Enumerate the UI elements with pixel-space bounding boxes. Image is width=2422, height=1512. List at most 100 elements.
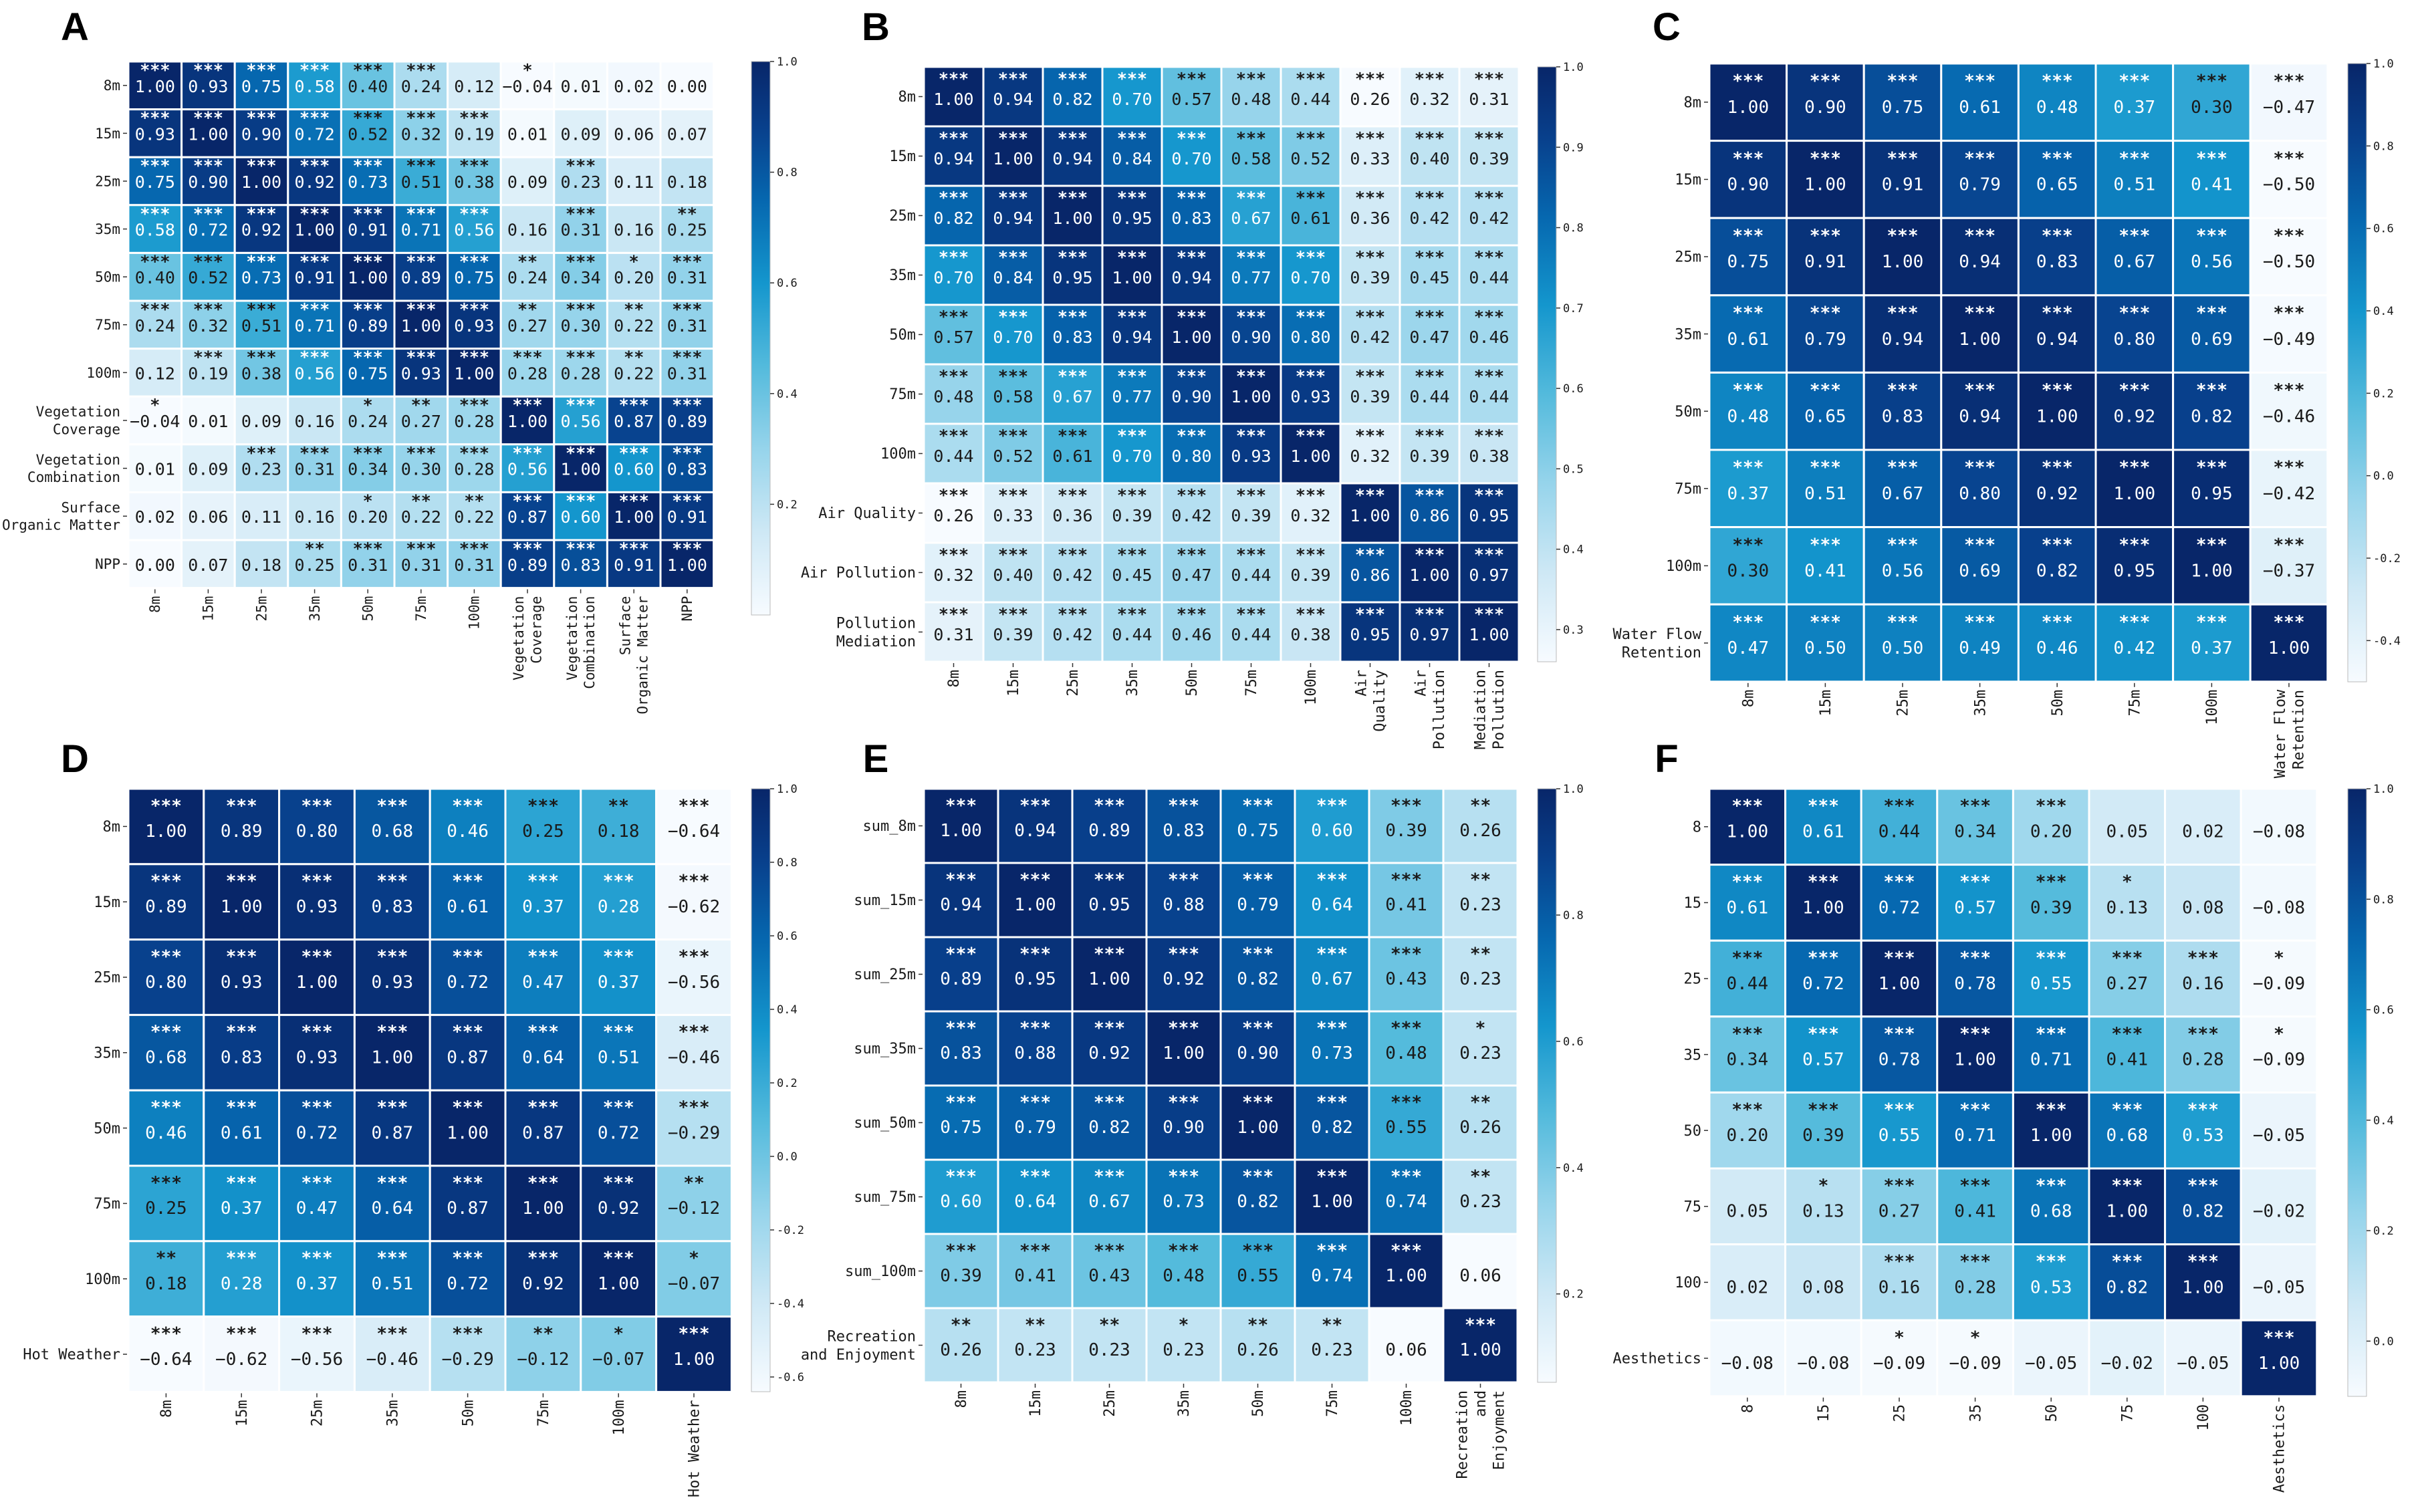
heatmap-cell (2172, 294, 2252, 374)
heatmap-cell (553, 251, 608, 302)
significance-stars: *** (459, 299, 489, 319)
cell-value-label: 0.27 (507, 316, 548, 336)
cell-value-label: 0.39 (1350, 387, 1390, 406)
heatmap-cell (2239, 864, 2318, 942)
cell-value-label: 0.84 (993, 268, 1033, 287)
cell-value-label: 0.38 (1469, 447, 1509, 466)
heatmap-cell (553, 60, 608, 111)
cell-value-label: 0.09 (188, 460, 228, 479)
cell-value-label: 0.52 (1290, 149, 1330, 168)
significance-stars: *** (452, 1249, 483, 1269)
significance-stars: *** (246, 108, 276, 128)
cell-value-label: −0.12 (668, 1199, 720, 1219)
column-tick-label: 15m (1027, 1390, 1044, 1417)
significance-stars: *** (512, 491, 542, 511)
significance-stars: *** (353, 299, 383, 319)
heatmap-cell (127, 1240, 205, 1318)
significance-stars: *** (2111, 1176, 2143, 1196)
column-tick-label: Vegetation (511, 596, 527, 680)
column-tick-label: 15m (1818, 690, 1834, 717)
heatmap-cell (447, 443, 502, 493)
cell-value-label: 0.39 (1802, 1126, 1844, 1146)
heatmap-cell (997, 936, 1074, 1013)
cell-value-label: 0.72 (296, 1123, 338, 1143)
cell-value-label: 0.24 (348, 412, 388, 431)
cell-value-label: 0.44 (1409, 387, 1449, 406)
cell-value-label: 0.07 (667, 124, 707, 144)
significance-stars: *** (527, 1249, 559, 1269)
heatmap-cell (447, 395, 502, 446)
significance-stars: *** (1810, 380, 1841, 400)
significance-stars: *** (1168, 1018, 1199, 1038)
significance-stars: *** (150, 1324, 182, 1344)
significance-stars: *** (376, 1324, 408, 1344)
heatmap-cell (1161, 482, 1223, 544)
significance-stars: *** (566, 204, 596, 223)
heatmap-cell (1458, 125, 1520, 187)
heatmap-cell (2172, 217, 2252, 297)
cell-value-label: 0.68 (371, 822, 413, 842)
significance-stars: *** (301, 1173, 333, 1193)
significance-stars: *** (672, 491, 702, 511)
cell-value-label: 0.34 (560, 268, 600, 287)
significance-stars: *** (2042, 612, 2073, 632)
significance-stars: *** (301, 1324, 333, 1344)
significance-stars: *** (2111, 1100, 2143, 1120)
row-tick-label: 15m (889, 148, 916, 165)
cell-value-label: 0.41 (2106, 1050, 2148, 1070)
colorbar-tick-label: 0.8 (777, 166, 798, 180)
cell-value-label: 0.28 (2182, 1050, 2224, 1070)
significance-stars: *** (1094, 944, 1125, 964)
significance-stars: *** (998, 307, 1028, 327)
heatmap-cell (2239, 939, 2318, 1018)
cell-value-label: 0.42 (1409, 209, 1449, 228)
cell-value-label: 0.70 (993, 328, 1033, 347)
heatmap-cell (127, 156, 183, 207)
cell-value-label: 0.71 (294, 316, 334, 336)
heatmap-cell (1219, 936, 1296, 1013)
column-tick-label: 75m (1324, 1390, 1341, 1417)
significance-stars: *** (1355, 70, 1385, 89)
heatmap-cell (659, 348, 715, 398)
heatmap-cell (923, 303, 985, 366)
significance-stars: *** (1177, 188, 1207, 208)
significance-stars: *** (2042, 380, 2073, 400)
significance-stars: *** (1355, 605, 1385, 624)
significance-stars: ** (624, 299, 644, 319)
cell-value-label: −0.08 (2253, 822, 2305, 842)
heatmap-cell (1294, 1084, 1370, 1161)
cell-value-label: 0.32 (401, 124, 441, 144)
row-tick-label: Mediation (836, 634, 916, 650)
significance-stars: *** (2196, 535, 2227, 555)
row-tick-label: and Enjoyment (801, 1347, 916, 1364)
significance-stars: *** (1390, 944, 1422, 964)
significance-stars: *** (2196, 303, 2227, 323)
cell-value-label: 0.68 (2030, 1202, 2072, 1222)
cell-value-label: 0.74 (1311, 1266, 1353, 1286)
cell-value-label: 0.89 (221, 822, 263, 842)
cell-value-label: −0.50 (2263, 175, 2315, 195)
cell-value-label: 1.00 (1290, 447, 1330, 466)
significance-stars: *** (566, 348, 596, 367)
column-tick-label: Quality (1372, 670, 1388, 732)
cell-value-label: 0.95 (2191, 484, 2233, 504)
heatmap-cell (287, 204, 342, 254)
colorbar-tick-label: 1.0 (1563, 61, 1584, 74)
heatmap-cell (1786, 449, 1865, 529)
cell-value-label: 0.80 (296, 822, 338, 842)
significance-stars: *** (1058, 486, 1088, 505)
heatmap-cell (504, 863, 582, 941)
row-tick-label: sum_35m (854, 1041, 916, 1057)
cell-value-label: −0.02 (2253, 1202, 2305, 1222)
heatmap-cell (1936, 1167, 2014, 1246)
significance-stars: *** (1355, 545, 1385, 565)
significance-stars: *** (353, 156, 383, 176)
significance-stars: *** (2274, 226, 2305, 246)
heatmap-cell (1708, 939, 1787, 1018)
panel-letter: B (862, 5, 890, 49)
significance-stars: *** (566, 539, 596, 558)
significance-stars: *** (2118, 303, 2150, 323)
cell-value-label: 0.83 (371, 897, 413, 917)
significance-stars: *** (2118, 380, 2150, 400)
cell-value-label: 1.00 (145, 822, 187, 842)
